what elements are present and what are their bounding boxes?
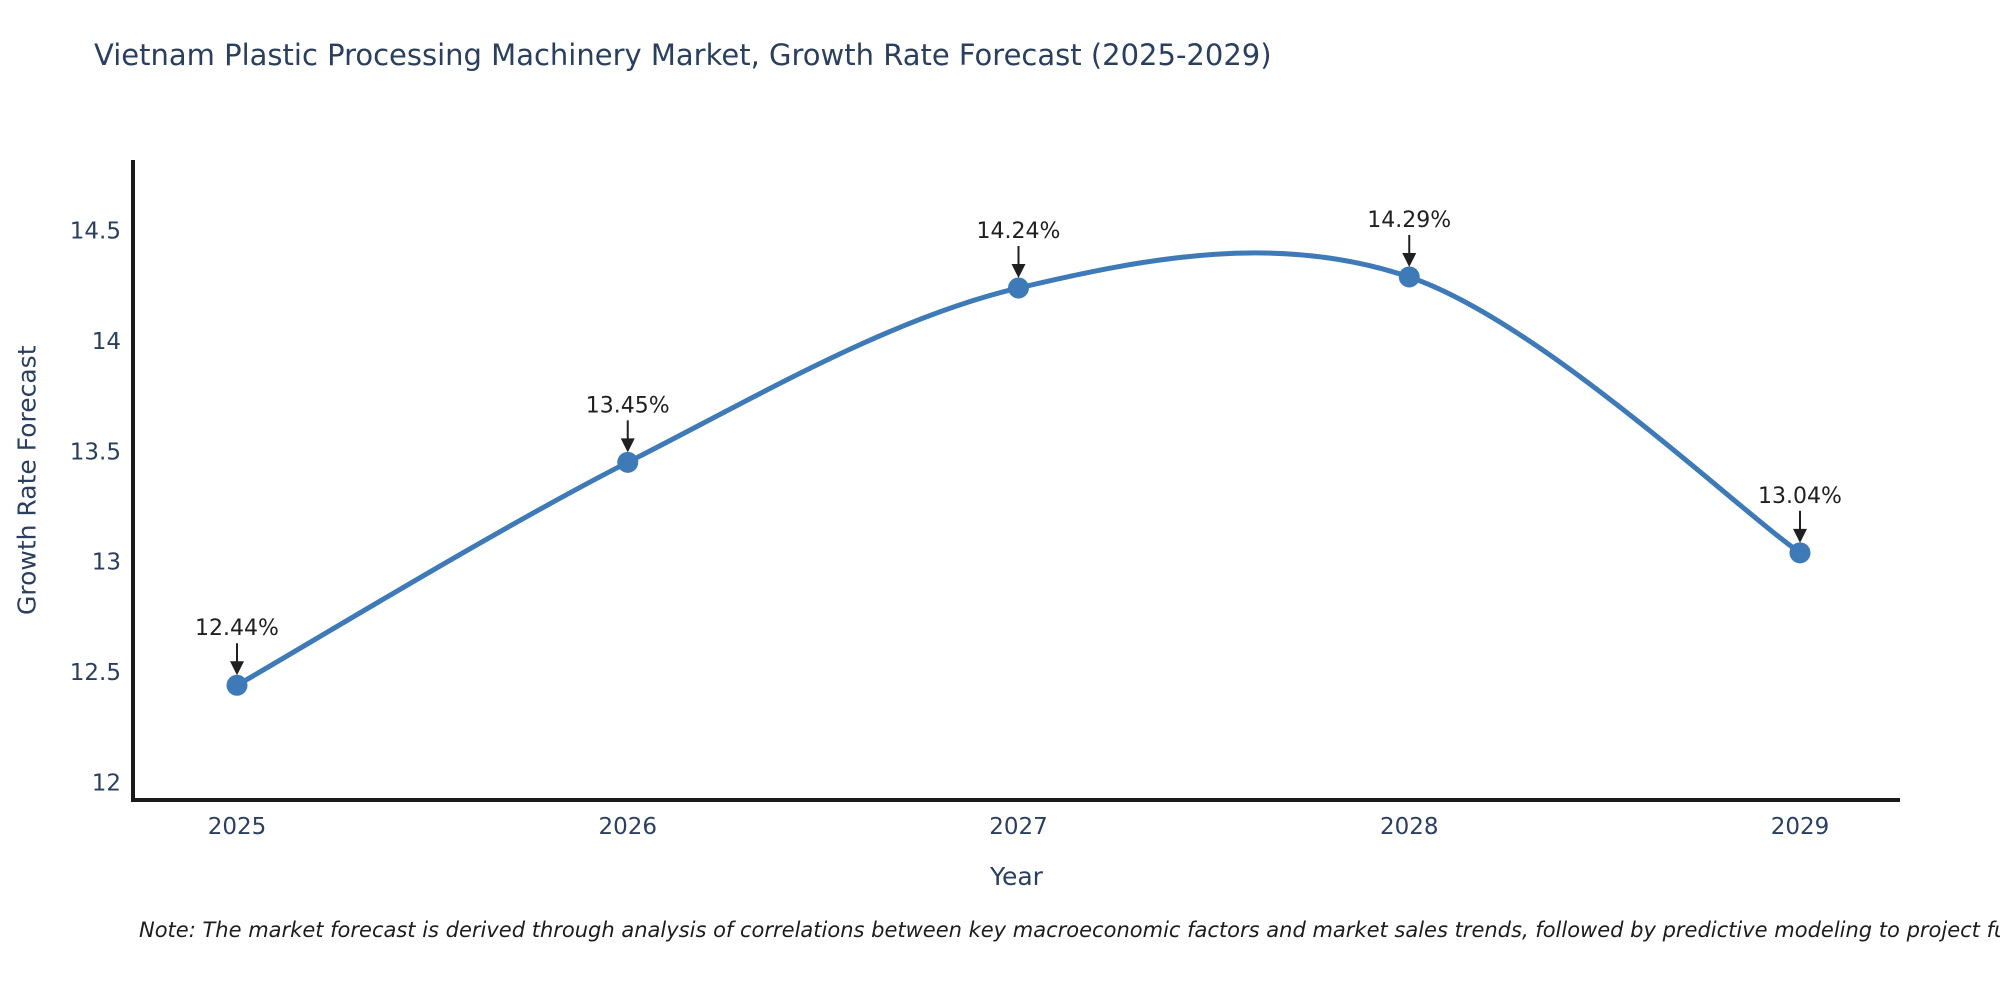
data-point-marker: [1008, 277, 1029, 299]
x-tick-label: 2025: [208, 814, 267, 840]
x-tick-label: 2026: [598, 814, 657, 840]
annotation-label: 14.24%: [977, 219, 1061, 244]
y-tick-label: 12.5: [70, 660, 121, 686]
x-tick-label: 2028: [1380, 814, 1439, 840]
y-axis-title: Growth Rate Forecast: [12, 345, 42, 615]
y-tick-label: 14: [92, 329, 121, 355]
y-tick-label: 12: [92, 770, 121, 796]
data-point-marker: [1789, 542, 1811, 564]
y-tick-label: 13.5: [70, 439, 121, 465]
annotation-arrowhead: [620, 438, 635, 453]
data-point-marker: [226, 674, 248, 696]
annotation-arrowhead: [1011, 264, 1026, 278]
annotation-arrowhead: [230, 661, 244, 676]
footnote: Note: The market forecast is derived thr…: [139, 918, 2000, 942]
chart-title: Vietnam Plastic Processing Machinery Mar…: [94, 38, 1272, 72]
annotation-label: 12.44%: [195, 616, 279, 641]
annotation-label: 14.29%: [1367, 208, 1451, 233]
annotation-arrowhead: [1793, 528, 1807, 543]
y-tick-label: 13: [92, 550, 121, 576]
annotation-label: 13.04%: [1758, 484, 1842, 509]
x-axis-title: Year: [990, 862, 1043, 891]
x-tick-label: 2029: [1771, 814, 1830, 840]
data-point-marker: [1398, 266, 1420, 288]
annotation-label: 13.45%: [586, 393, 670, 418]
series-line: [234, 250, 1803, 688]
y-tick-label: 14.5: [70, 219, 121, 245]
annotation-arrowhead: [1402, 252, 1417, 267]
x-tick-label: 2027: [989, 814, 1048, 840]
data-point-marker: [617, 451, 639, 473]
